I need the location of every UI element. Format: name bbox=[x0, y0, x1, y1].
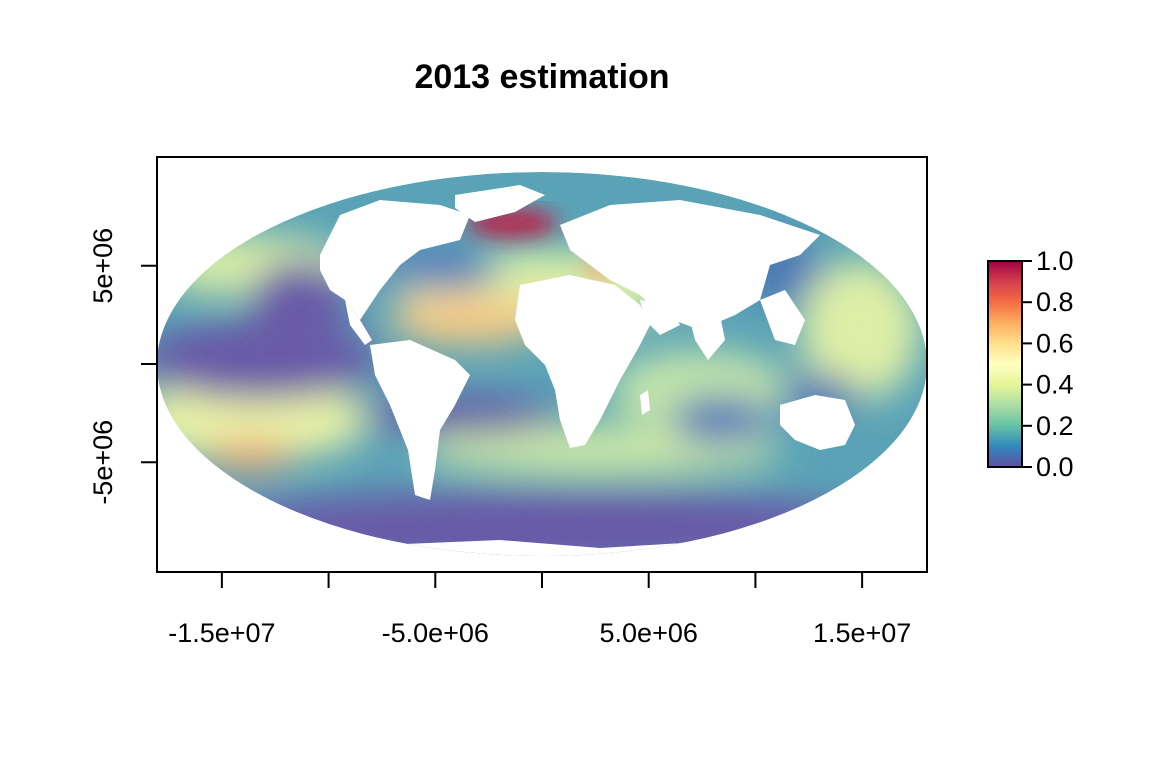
legend-label: 0.0 bbox=[1036, 452, 1074, 482]
y-tick-label: 5e+06 bbox=[88, 228, 118, 304]
legend-label: 0.6 bbox=[1036, 328, 1074, 358]
legend-colorbar bbox=[988, 261, 1022, 467]
legend-label: 0.8 bbox=[1036, 287, 1074, 317]
color-legend: 1.0 0.8 0.6 0.4 0.2 0.0 bbox=[988, 246, 1074, 482]
x-tick-label: -5.0e+06 bbox=[382, 618, 489, 648]
legend-label: 0.2 bbox=[1036, 411, 1074, 441]
ocean-field bbox=[130, 172, 927, 570]
x-axis: -1.5e+07 -5.0e+06 5.0e+06 1.5e+07 bbox=[168, 572, 911, 648]
x-tick-label: 5.0e+06 bbox=[600, 618, 698, 648]
legend-label: 0.4 bbox=[1036, 370, 1074, 400]
x-tick-label: 1.5e+07 bbox=[813, 618, 911, 648]
y-axis: 5e+06 -5e+06 bbox=[88, 228, 157, 505]
y-tick-label: -5e+06 bbox=[88, 420, 118, 505]
legend-label: 1.0 bbox=[1036, 246, 1074, 276]
x-tick-label: -1.5e+07 bbox=[168, 618, 275, 648]
